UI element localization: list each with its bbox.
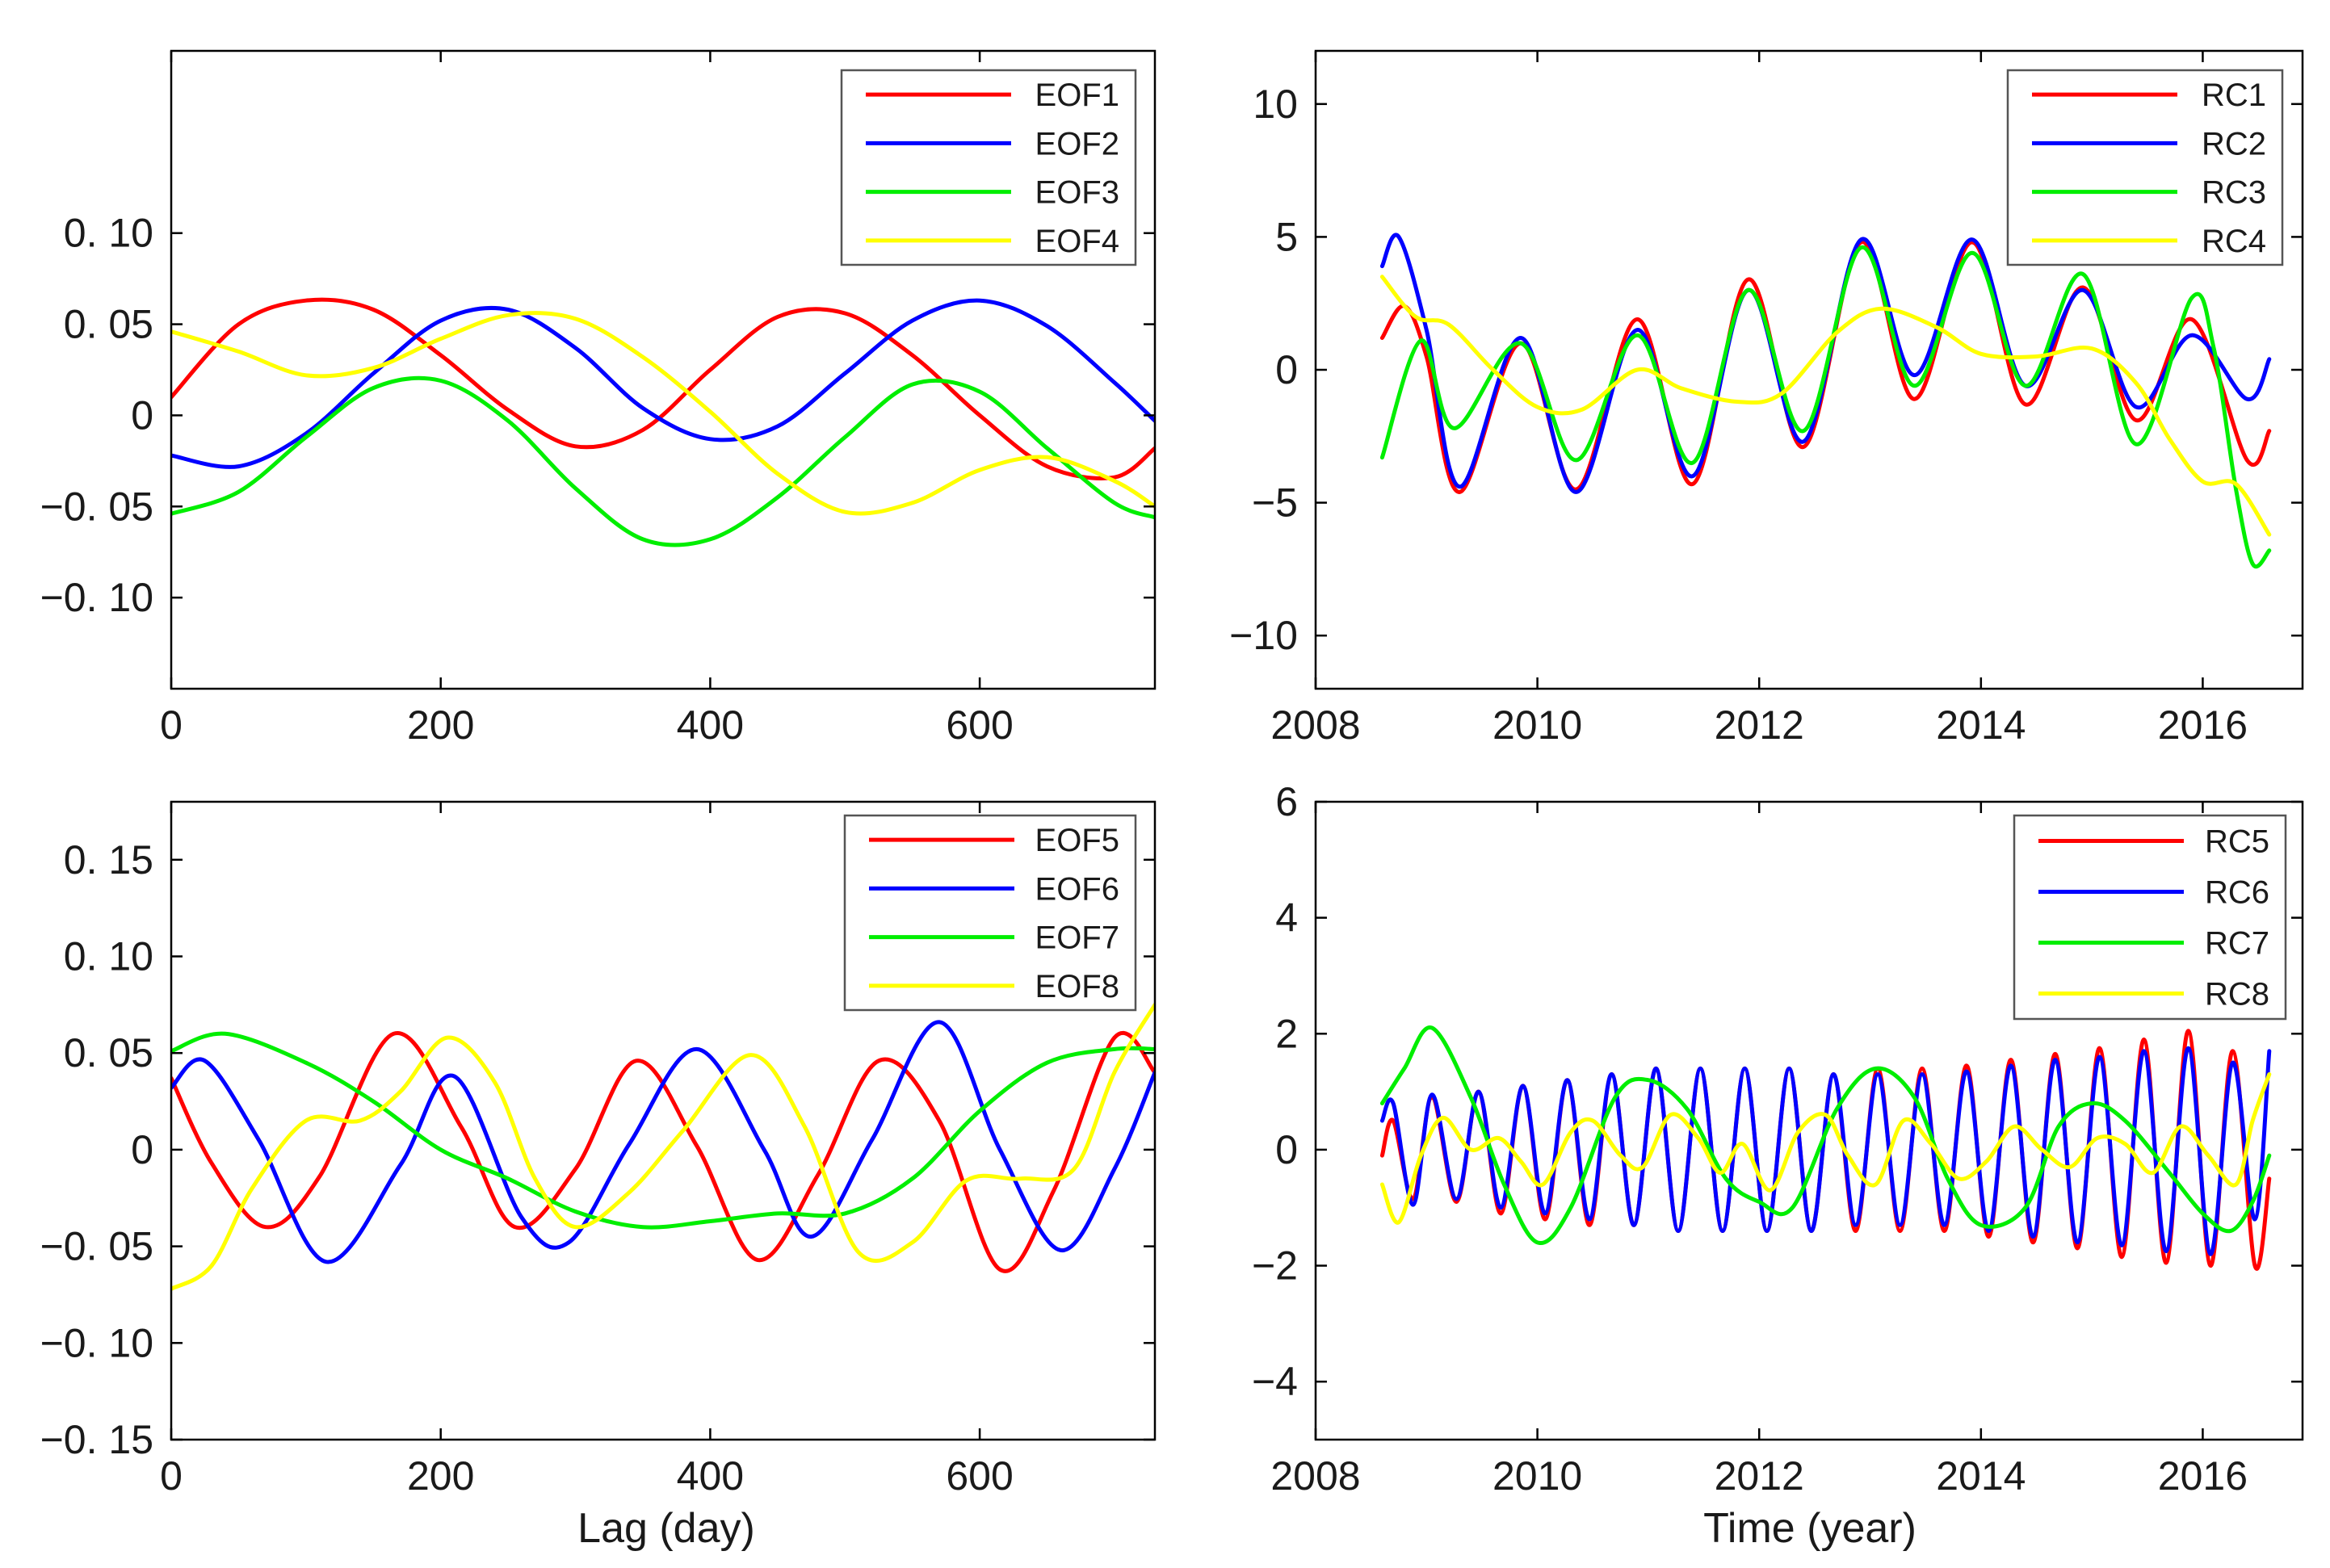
- series-line-eof2: [171, 298, 1155, 469]
- x-tick-label: 2010: [1492, 1453, 1582, 1499]
- legend-label-eof8: EOF8: [1035, 969, 1119, 1004]
- series-line-eof5: [171, 1030, 1155, 1273]
- x-tick-label: 0: [160, 702, 183, 748]
- x-axis-title-left: Lag (day): [577, 1505, 755, 1552]
- legend-label-rc5: RC5: [2205, 824, 2269, 860]
- x-tick-label: 2008: [1270, 1453, 1360, 1499]
- y-tick-label: 5: [1275, 214, 1298, 259]
- legend-box: [2013, 814, 2287, 1021]
- series-line-eof7: [171, 1031, 1155, 1230]
- legend-label-eof7: EOF7: [1035, 920, 1119, 956]
- x-tick-label: 200: [407, 702, 474, 748]
- y-tick-label: 0: [1275, 1127, 1298, 1172]
- x-tick-label: 2012: [1715, 1453, 1804, 1499]
- legend-label-rc4: RC4: [2202, 224, 2266, 259]
- y-tick-label: 2: [1275, 1011, 1298, 1056]
- legend-label-eof2: EOF2: [1035, 126, 1119, 161]
- legend-label-rc1: RC1: [2202, 78, 2266, 113]
- legend: RC1 RC2 RC3 RC4: [2006, 69, 2284, 266]
- y-tick-label: −0. 15: [40, 1417, 153, 1462]
- series-line-rc8: [1379, 1072, 2272, 1225]
- y-tick-label: −4: [1252, 1359, 1298, 1404]
- series-group: [171, 1002, 1155, 1291]
- series-group: [1379, 233, 2272, 568]
- legend-label-rc8: RC8: [2205, 977, 2269, 1012]
- legend-label-eof6: EOF6: [1035, 871, 1119, 907]
- panel-eof-bottom: 0 200 400 600 −0. 15 −0. 10 −0. 05 0 0. 05 0. 10 0…: [40, 800, 1157, 1499]
- x-tick-label: 400: [677, 702, 744, 748]
- series-line-rc7: [1379, 1025, 2272, 1246]
- x-tick-label: 2010: [1492, 702, 1582, 748]
- series-line-eof1: [171, 297, 1155, 480]
- x-tick-label: 2014: [1936, 702, 2026, 748]
- x-axis-title-right: Time (year): [1703, 1505, 1916, 1552]
- legend-box: [840, 69, 1137, 266]
- legend-label-rc7: RC7: [2205, 926, 2269, 962]
- x-tick-label: 400: [677, 1453, 744, 1499]
- x-tick-label: 2008: [1270, 702, 1360, 748]
- series-line-eof4: [171, 311, 1155, 516]
- y-tick-label: −0. 10: [40, 575, 153, 620]
- series-line-eof6: [171, 1020, 1155, 1264]
- x-tick-label: 200: [407, 1453, 474, 1499]
- series-line-eof3: [171, 375, 1155, 547]
- x-tick-label: 600: [946, 1453, 1013, 1499]
- legend-label-eof4: EOF4: [1035, 224, 1119, 259]
- y-tick-label: −0. 10: [40, 1320, 153, 1365]
- legend: EOF5 EOF6 EOF7 EOF8: [843, 814, 1137, 1012]
- axes-frame: [1314, 800, 2304, 1441]
- legend-label-eof1: EOF1: [1035, 78, 1119, 113]
- y-tick-label: 0. 10: [64, 211, 153, 256]
- series-group: [171, 297, 1155, 547]
- axes-frame: [170, 49, 1157, 690]
- legend-box: [843, 814, 1137, 1012]
- y-tick-label: 0: [131, 392, 153, 438]
- y-tick-label: 4: [1275, 895, 1298, 941]
- axes-frame: [170, 800, 1157, 1441]
- y-tick-label: 6: [1275, 779, 1298, 824]
- legend-box: [2006, 69, 2284, 266]
- series-line-rc5: [1379, 1029, 2272, 1271]
- x-tick-label: 0: [160, 1453, 183, 1499]
- x-tick-label: 2016: [2158, 1453, 2248, 1499]
- legend-label-eof5: EOF5: [1035, 823, 1119, 858]
- legend-label-eof3: EOF3: [1035, 175, 1119, 211]
- series-line-eof8: [171, 1002, 1155, 1291]
- y-tick-label: −2: [1252, 1243, 1298, 1289]
- series-line-rc4: [1379, 275, 2272, 537]
- legend-label-rc6: RC6: [2205, 875, 2269, 911]
- series-line-rc3: [1379, 245, 2272, 568]
- y-tick-label: −10: [1229, 613, 1298, 658]
- y-tick-label: 0: [131, 1127, 153, 1172]
- series-group: [1379, 1025, 2272, 1271]
- series-line-rc6: [1379, 1046, 2272, 1256]
- legend-label-rc3: RC3: [2202, 175, 2266, 211]
- y-tick-label: 0. 10: [64, 934, 153, 979]
- x-tick-label: 2012: [1715, 702, 1804, 748]
- y-tick-label: 10: [1253, 82, 1298, 127]
- x-tick-label: 600: [946, 702, 1013, 748]
- panel-rc-bottom: 2008 2010 2012 2014 2016 −4 −2 0 2 4 6 RC5 RC6 RC7 RC8: [1252, 779, 2304, 1499]
- x-tick-label: 2014: [1936, 1453, 2026, 1499]
- legend: RC5 RC6 RC7 RC8: [2013, 814, 2287, 1021]
- legend-label-rc2: RC2: [2202, 126, 2266, 161]
- y-tick-label: −0. 05: [40, 1224, 153, 1269]
- x-tick-label: 2016: [2158, 702, 2248, 748]
- y-tick-label: 0. 15: [64, 837, 153, 883]
- y-tick-label: 0. 05: [64, 302, 153, 347]
- y-tick-label: 0: [1275, 347, 1298, 392]
- legend: EOF1 EOF2 EOF3 EOF4: [840, 69, 1137, 266]
- y-tick-label: −0. 05: [40, 484, 153, 529]
- y-tick-label: 0. 05: [64, 1030, 153, 1075]
- y-tick-label: −5: [1252, 480, 1298, 526]
